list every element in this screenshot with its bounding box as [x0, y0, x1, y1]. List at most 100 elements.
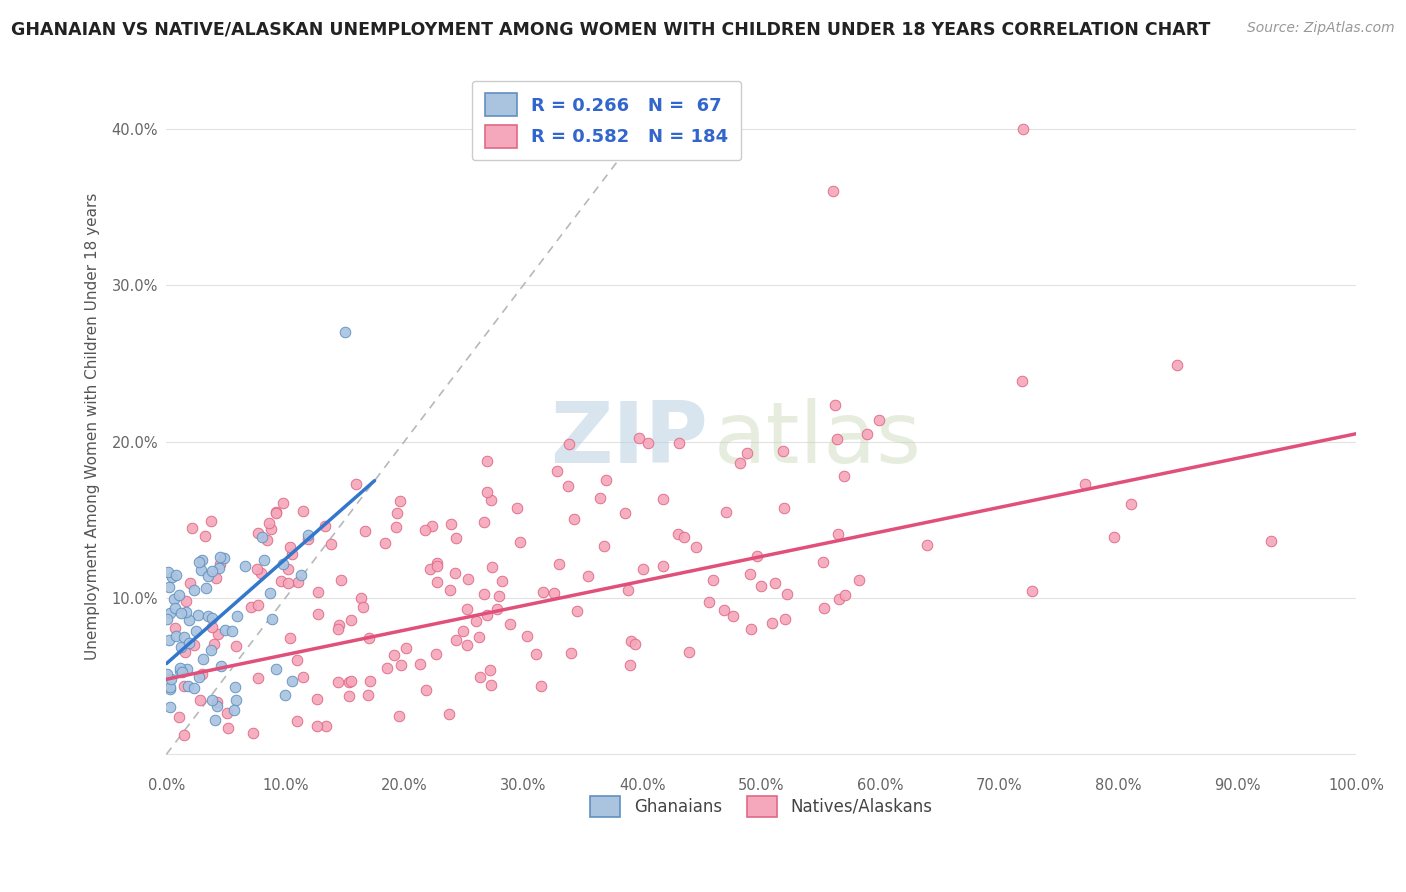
Point: [307, 585, 329, 599]
Text: atlas: atlas: [714, 398, 921, 481]
Point: [337, 675, 360, 690]
Point: [468, 670, 491, 684]
Point: [813, 555, 835, 569]
Point: [714, 505, 737, 519]
Point: [170, 640, 193, 655]
Point: [388, 494, 411, 508]
Point: [389, 657, 412, 672]
Point: [516, 629, 538, 643]
Point: [359, 631, 381, 645]
Point: [183, 583, 205, 598]
Point: [297, 528, 319, 542]
Point: [264, 505, 287, 519]
Point: [200, 643, 222, 657]
Point: [702, 574, 724, 588]
Point: [385, 520, 408, 534]
Point: [340, 613, 363, 627]
Point: [352, 599, 374, 614]
Point: [339, 689, 361, 703]
Point: [280, 547, 302, 561]
Point: [174, 594, 197, 608]
Point: [477, 454, 499, 468]
Point: [761, 615, 783, 630]
Point: [328, 618, 350, 632]
Point: [385, 506, 408, 520]
Point: [200, 515, 222, 529]
Point: [834, 469, 856, 483]
Point: [191, 667, 214, 681]
Point: [201, 620, 224, 634]
Point: [246, 561, 269, 575]
Point: [350, 591, 373, 605]
Point: [464, 614, 486, 628]
Point: [165, 567, 187, 582]
Point: [868, 413, 890, 427]
Point: [253, 553, 276, 567]
Point: [214, 624, 236, 638]
Point: [557, 479, 579, 493]
Point: [194, 529, 217, 543]
Point: [167, 710, 190, 724]
Point: [382, 648, 405, 663]
Point: [395, 641, 418, 656]
Point: [481, 559, 503, 574]
Point: [183, 681, 205, 695]
Text: ZIP: ZIP: [550, 398, 707, 481]
Point: [685, 541, 707, 555]
Point: [740, 623, 762, 637]
Point: [257, 516, 280, 530]
Point: [187, 608, 209, 623]
Point: [1074, 477, 1097, 491]
Point: [307, 719, 329, 733]
Point: [474, 587, 496, 601]
Point: [207, 627, 229, 641]
Point: [728, 456, 751, 470]
Point: [163, 621, 186, 635]
Point: [359, 673, 381, 688]
Point: [278, 540, 301, 554]
Point: [224, 680, 246, 694]
Point: [314, 519, 336, 533]
Point: [420, 518, 443, 533]
Point: [287, 574, 309, 589]
Point: [479, 493, 502, 508]
Point: [183, 638, 205, 652]
Point: [488, 589, 510, 603]
Point: [179, 576, 201, 591]
Point: [179, 613, 201, 627]
Point: [247, 525, 270, 540]
Point: [631, 562, 654, 576]
Point: [444, 632, 467, 647]
Point: [374, 536, 396, 550]
Point: [491, 574, 513, 588]
Point: [439, 706, 461, 721]
Point: [159, 680, 181, 694]
Point: [1011, 374, 1033, 388]
Point: [546, 464, 568, 478]
Legend: Ghanaians, Natives/Alaskans: Ghanaians, Natives/Alaskans: [583, 789, 939, 823]
Point: [256, 533, 278, 548]
Point: [197, 568, 219, 582]
Point: [375, 660, 398, 674]
Point: [201, 564, 224, 578]
Point: [221, 624, 243, 638]
Point: [697, 595, 720, 609]
Point: [637, 435, 659, 450]
Text: GHANAIAN VS NATIVE/ALASKAN UNEMPLOYMENT AMONG WOMEN WITH CHILDREN UNDER 18 YEARS: GHANAIAN VS NATIVE/ALASKAN UNEMPLOYMENT …: [11, 21, 1211, 38]
Point: [1012, 121, 1035, 136]
Point: [354, 524, 377, 539]
Point: [451, 624, 474, 638]
Point: [478, 663, 501, 677]
Point: [772, 500, 794, 515]
Point: [264, 662, 287, 676]
Point: [277, 575, 299, 590]
Point: [307, 691, 329, 706]
Point: [271, 557, 294, 571]
Point: [285, 653, 308, 667]
Point: [915, 538, 938, 552]
Point: [439, 582, 461, 597]
Point: [159, 672, 181, 686]
Point: [159, 606, 181, 620]
Point: [319, 537, 342, 551]
Point: [250, 530, 273, 544]
